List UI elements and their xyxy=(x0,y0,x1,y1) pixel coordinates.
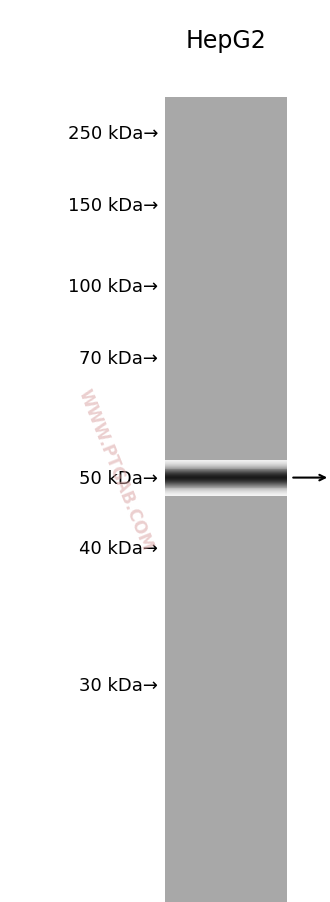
Bar xyxy=(165,468,287,469)
Bar xyxy=(165,482,287,483)
Bar xyxy=(165,488,287,489)
Text: 40 kDa→: 40 kDa→ xyxy=(80,539,158,557)
Bar xyxy=(165,464,287,465)
Bar xyxy=(165,474,287,475)
Text: HepG2: HepG2 xyxy=(186,29,266,52)
Text: 150 kDa→: 150 kDa→ xyxy=(68,197,158,215)
Bar xyxy=(165,480,287,481)
Bar xyxy=(165,463,287,464)
Bar xyxy=(165,462,287,463)
Bar xyxy=(165,469,287,470)
Bar xyxy=(165,493,287,494)
Text: 100 kDa→: 100 kDa→ xyxy=(68,278,158,296)
Bar xyxy=(165,492,287,493)
Bar xyxy=(165,470,287,471)
Text: 30 kDa→: 30 kDa→ xyxy=(80,676,158,695)
Bar xyxy=(165,486,287,487)
Bar xyxy=(165,467,287,468)
Bar xyxy=(165,466,287,467)
Bar xyxy=(165,460,287,461)
Bar xyxy=(165,473,287,474)
Text: 70 kDa→: 70 kDa→ xyxy=(80,350,158,368)
Bar xyxy=(165,490,287,491)
Text: 250 kDa→: 250 kDa→ xyxy=(68,124,158,143)
Text: 50 kDa→: 50 kDa→ xyxy=(80,469,158,487)
Bar xyxy=(165,475,287,476)
Bar xyxy=(165,476,287,477)
Bar xyxy=(165,487,287,488)
Bar xyxy=(165,495,287,496)
Bar xyxy=(165,472,287,473)
Bar xyxy=(165,477,287,478)
Bar xyxy=(165,491,287,492)
Bar xyxy=(165,465,287,466)
Bar xyxy=(165,97,287,902)
Text: WWW.PTGAB.COM: WWW.PTGAB.COM xyxy=(75,386,156,552)
Bar xyxy=(165,484,287,485)
Bar xyxy=(165,481,287,482)
Bar xyxy=(165,485,287,486)
Bar xyxy=(165,479,287,480)
Bar xyxy=(165,471,287,472)
